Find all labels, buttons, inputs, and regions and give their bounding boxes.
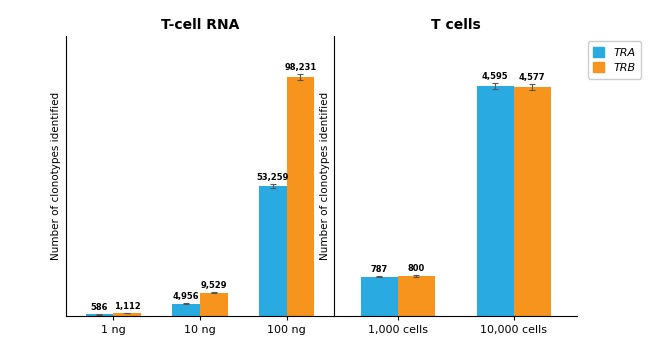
Bar — [514, 87, 550, 316]
Title: T-cell RNA: T-cell RNA — [161, 18, 239, 32]
Text: 787: 787 — [371, 265, 388, 274]
Y-axis label: Number of clonotypes identified: Number of clonotypes identified — [320, 92, 330, 260]
Text: 9,529: 9,529 — [201, 281, 227, 290]
Bar — [200, 293, 228, 316]
Text: 586: 586 — [91, 303, 108, 312]
Text: 4,577: 4,577 — [519, 73, 545, 82]
Bar — [85, 314, 113, 316]
Bar — [259, 186, 287, 316]
Bar — [361, 276, 398, 316]
Bar — [477, 86, 514, 316]
Text: 4,595: 4,595 — [482, 72, 508, 81]
Bar — [113, 313, 141, 316]
Text: 1,112: 1,112 — [113, 302, 140, 311]
Bar — [398, 276, 435, 316]
Text: 4,956: 4,956 — [173, 292, 199, 301]
Bar — [287, 77, 314, 316]
Text: 53,259: 53,259 — [256, 173, 289, 182]
Text: 800: 800 — [408, 264, 425, 273]
Y-axis label: Number of clonotypes identified: Number of clonotypes identified — [51, 92, 62, 260]
Bar — [172, 304, 200, 316]
Text: 98,231: 98,231 — [284, 62, 317, 71]
Title: T cells: T cells — [431, 18, 481, 32]
Legend: TRA, TRB: TRA, TRB — [588, 41, 641, 79]
